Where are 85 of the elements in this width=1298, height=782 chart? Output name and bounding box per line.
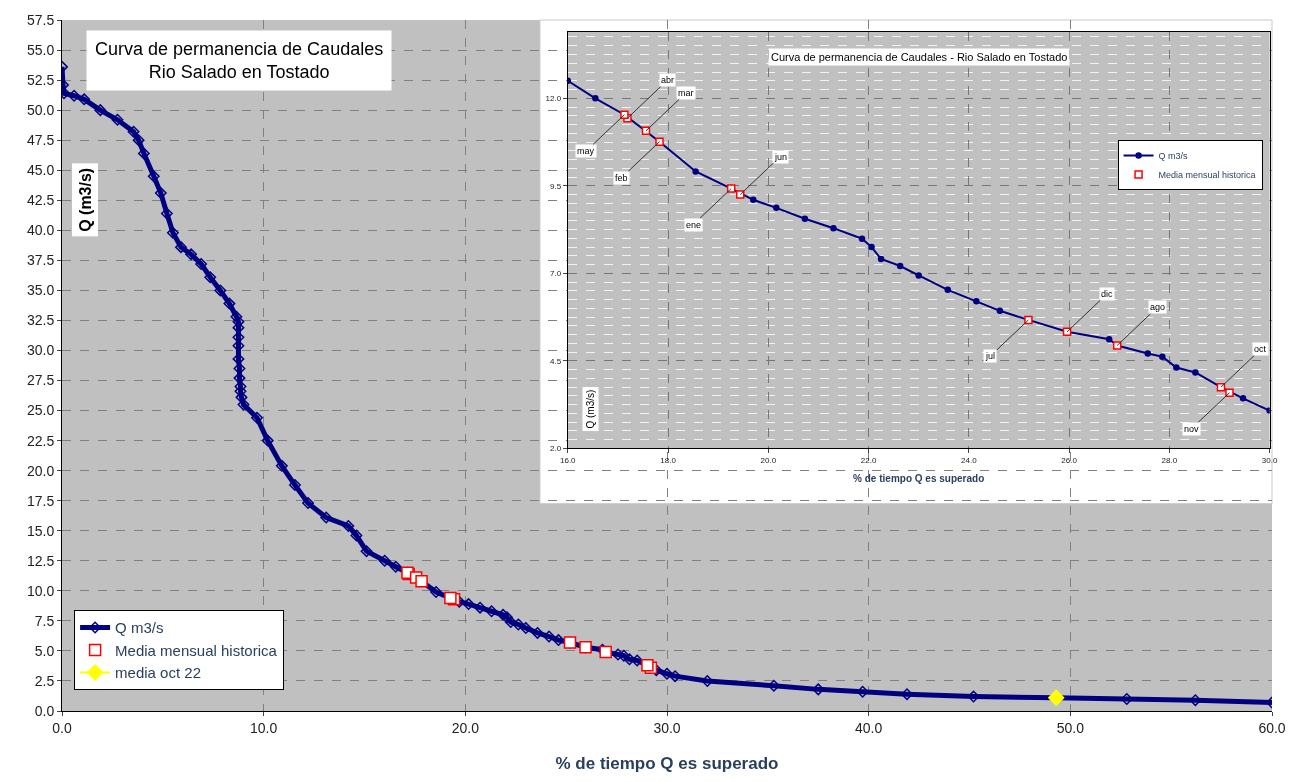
y-tick-label: 12.5 xyxy=(26,552,55,569)
text: Curva de permanencia de Caudales - Rio Salado en Tostado xyxy=(771,51,1068,63)
annotation: ene xyxy=(686,220,702,230)
y-tick-label: 35.0 xyxy=(26,282,55,299)
x-tick-label: 16.0 xyxy=(559,456,577,466)
y-tick-label: 57.5 xyxy=(26,11,55,28)
point xyxy=(1239,395,1247,402)
x-tick-label: 22.0 xyxy=(860,456,877,466)
x-tick-label: 20.0 xyxy=(760,456,777,466)
point xyxy=(692,168,699,175)
y-tick-label: 30.0 xyxy=(26,342,55,359)
legend-label: Media mensual historica xyxy=(1158,170,1256,181)
point xyxy=(773,204,780,212)
y-tick-label: 27.5 xyxy=(26,372,55,389)
point xyxy=(801,215,809,222)
x-tick-label: 30.0 xyxy=(1261,456,1278,466)
annotation: nov xyxy=(1184,424,1200,434)
y-tick-label: 15.0 xyxy=(26,522,55,539)
x-tick-label: 24.0 xyxy=(961,456,978,466)
point xyxy=(896,262,904,270)
legend-label: Media mensual historica xyxy=(115,641,278,659)
y-tick-label: 47.5 xyxy=(26,132,55,149)
x-tick-label: 0.0 xyxy=(52,719,72,736)
y-tick-label: 2.5 xyxy=(34,672,55,689)
x-tick-label: 60.0 xyxy=(1258,719,1286,736)
annotation: oct xyxy=(1254,344,1267,354)
annotation: jun xyxy=(774,152,788,162)
y-tick-label: 45.0 xyxy=(26,162,55,179)
x-tick-label: 50.0 xyxy=(1056,719,1085,736)
point xyxy=(830,224,837,232)
y-tick-label: 32.5 xyxy=(26,312,55,329)
point xyxy=(944,286,951,294)
y-tick-label: 4.5 xyxy=(550,356,562,366)
point xyxy=(868,243,875,251)
annotation: mar xyxy=(678,88,694,98)
point xyxy=(1105,335,1113,343)
annotation: ago xyxy=(1150,302,1166,312)
y-tick-label: 2.0 xyxy=(550,444,562,454)
y-tick-label: 10.0 xyxy=(26,582,55,599)
point xyxy=(877,255,885,263)
point xyxy=(996,307,1004,315)
x-tick-label: 10.0 xyxy=(250,719,278,736)
y-tick-label: 37.5 xyxy=(26,252,55,269)
point xyxy=(858,235,866,242)
legend-label: media oct 22 xyxy=(115,664,201,682)
annotation: jul xyxy=(985,351,996,361)
y-tick-label: 42.5 xyxy=(26,192,55,209)
annotation: may xyxy=(577,146,595,156)
point xyxy=(1144,350,1152,357)
y-tick-label: 55.0 xyxy=(26,41,55,58)
point xyxy=(750,196,757,204)
y-tick-label: 12.0 xyxy=(545,94,562,104)
y-tick-label: 9.5 xyxy=(550,181,562,191)
y-tick-label: 7.5 xyxy=(34,612,55,629)
point xyxy=(1173,364,1180,371)
x-tick-label: 28.0 xyxy=(1161,456,1178,466)
y-tick-label: 7.0 xyxy=(550,269,562,279)
point xyxy=(1192,369,1199,376)
x-tick-label: 30.0 xyxy=(653,719,681,736)
y-axis-title: Q (m3/s) xyxy=(76,167,94,232)
y-tick-label: 17.5 xyxy=(26,492,55,509)
x-axis-title: % de tiempo Q es superado xyxy=(555,754,779,774)
y-tick-label: 50.0 xyxy=(26,102,55,119)
legend-label: Q m3/s xyxy=(1158,151,1189,162)
x-axis-title: % de tiempo Q es superado xyxy=(853,472,985,484)
annotation: dic xyxy=(1101,289,1113,299)
y-tick-label: 52.5 xyxy=(26,71,55,88)
x-tick-label: 26.0 xyxy=(1061,456,1078,466)
point xyxy=(915,272,922,279)
legend-label: Q m3/s xyxy=(115,619,164,637)
x-tick-label: 18.0 xyxy=(660,456,677,466)
x-tick-label: 20.0 xyxy=(451,719,480,736)
point xyxy=(973,298,980,305)
x-tick-label: 40.0 xyxy=(855,719,883,736)
y-tick-label: 0.0 xyxy=(34,702,55,719)
annotation: abr xyxy=(661,75,675,85)
y-tick-label: 22.5 xyxy=(26,432,55,449)
text: Curva de permanencia de Caudales Rio Salado en Tostado xyxy=(95,39,384,83)
y-tick-label: 40.0 xyxy=(26,222,55,239)
y-tick-label: 25.0 xyxy=(26,402,55,419)
y-axis-title: Q (m3/s) xyxy=(585,389,597,429)
annotation: feb xyxy=(615,173,628,183)
point xyxy=(1159,353,1166,360)
y-tick-label: 5.0 xyxy=(34,642,55,659)
point xyxy=(592,95,599,102)
